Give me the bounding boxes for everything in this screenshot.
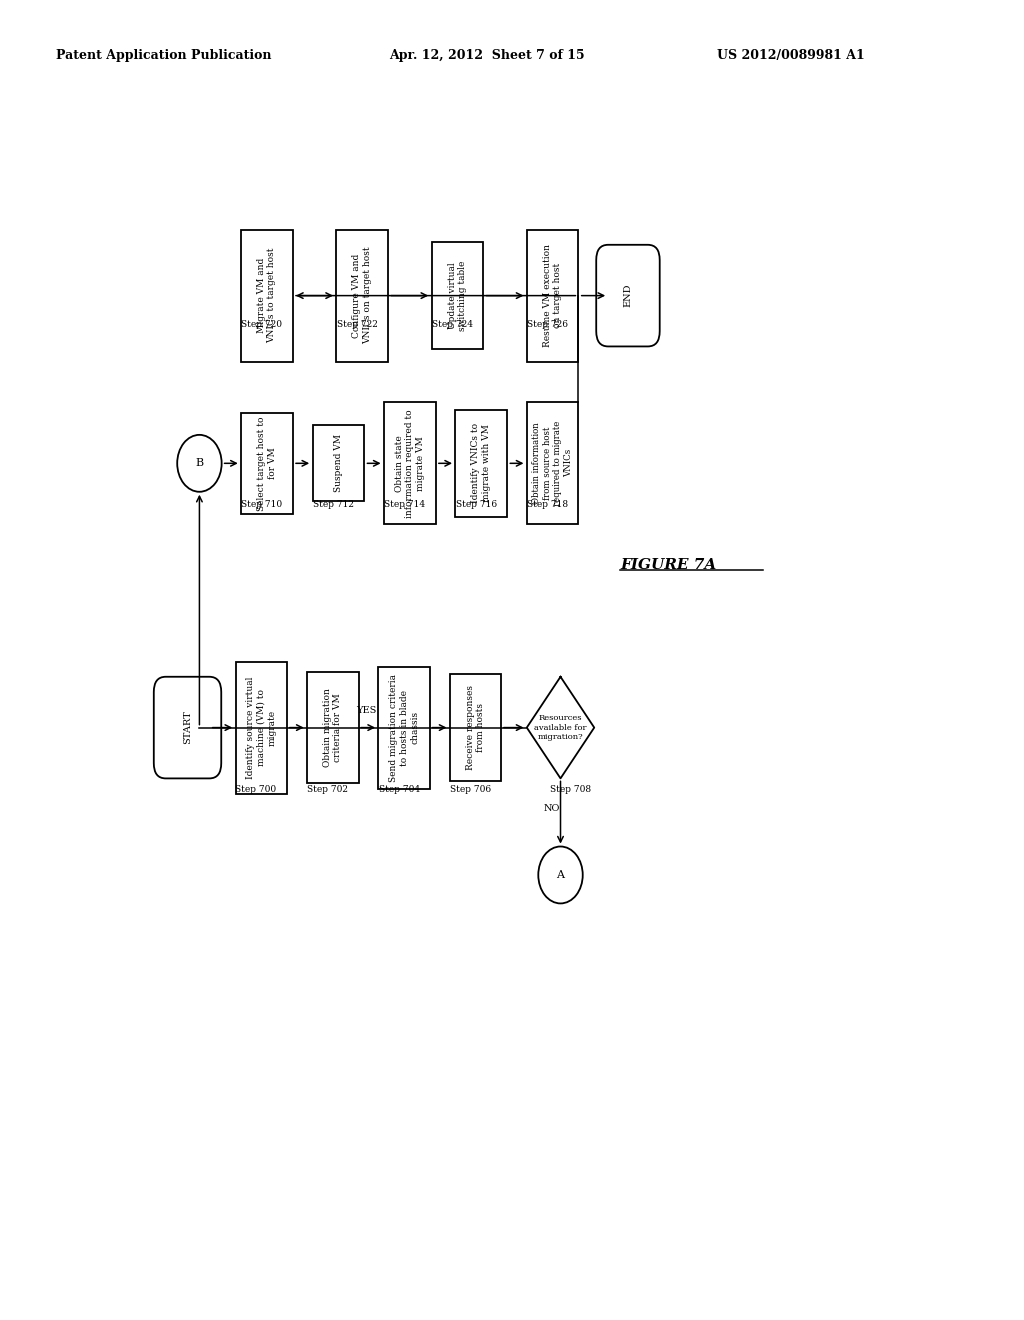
FancyBboxPatch shape [312, 425, 365, 502]
Text: Obtain information
from source host
required to migrate
VNICs: Obtain information from source host requ… [532, 421, 572, 506]
Text: Step 724: Step 724 [432, 321, 473, 329]
Text: Obtain state
information required to
migrate VM: Obtain state information required to mig… [395, 409, 425, 517]
Text: Configure VM and
VNICs on target host: Configure VM and VNICs on target host [352, 247, 372, 345]
Text: Step 716: Step 716 [456, 500, 497, 510]
FancyBboxPatch shape [336, 230, 388, 362]
Text: Apr. 12, 2012  Sheet 7 of 15: Apr. 12, 2012 Sheet 7 of 15 [389, 49, 585, 62]
FancyBboxPatch shape [379, 667, 430, 788]
FancyBboxPatch shape [596, 244, 659, 346]
Text: Step 722: Step 722 [337, 321, 378, 329]
Text: Select target host to
for VM: Select target host to for VM [257, 416, 276, 511]
Text: Suspend VM: Suspend VM [334, 434, 343, 492]
FancyBboxPatch shape [236, 661, 287, 793]
Text: Receive responses
from hosts: Receive responses from hosts [466, 685, 485, 770]
FancyBboxPatch shape [431, 243, 483, 348]
Text: END: END [624, 284, 633, 308]
Text: Step 702: Step 702 [306, 784, 347, 793]
Text: Resources
available for
migration?: Resources available for migration? [535, 714, 587, 741]
Text: Patent Application Publication: Patent Application Publication [56, 49, 271, 62]
Text: Step 712: Step 712 [313, 500, 354, 510]
Text: FIGURE 7A: FIGURE 7A [620, 558, 716, 572]
Circle shape [539, 846, 583, 903]
Text: Send migration criteria
to hosts in blade
chassis: Send migration criteria to hosts in blad… [389, 673, 419, 781]
Text: Identify VNICs to
migrate with VM: Identify VNICs to migrate with VM [471, 424, 490, 503]
Text: Step 700: Step 700 [236, 784, 276, 793]
Polygon shape [526, 677, 594, 779]
FancyBboxPatch shape [526, 230, 579, 362]
Text: Step 706: Step 706 [451, 784, 492, 793]
Text: Step 710: Step 710 [242, 500, 283, 510]
Text: Step 726: Step 726 [527, 321, 568, 329]
Text: Step 708: Step 708 [550, 784, 591, 793]
FancyBboxPatch shape [241, 230, 293, 362]
Text: START: START [183, 710, 193, 744]
Text: NO: NO [544, 804, 560, 813]
Text: B: B [196, 458, 204, 469]
Text: US 2012/0089981 A1: US 2012/0089981 A1 [717, 49, 864, 62]
FancyBboxPatch shape [307, 672, 358, 784]
Text: Resume VM execution
on target host: Resume VM execution on target host [543, 244, 562, 347]
FancyBboxPatch shape [456, 411, 507, 516]
Text: Update virtual
switching table: Update virtual switching table [447, 260, 467, 331]
FancyBboxPatch shape [450, 675, 502, 781]
FancyBboxPatch shape [241, 413, 293, 515]
Text: Identify source virtual
machine (VM) to
migrate: Identify source virtual machine (VM) to … [247, 676, 276, 779]
Text: Migrate VM and
VNICs to target host: Migrate VM and VNICs to target host [257, 248, 276, 343]
Text: Step 718: Step 718 [527, 500, 568, 510]
FancyBboxPatch shape [526, 403, 579, 524]
Text: Step 704: Step 704 [379, 784, 420, 793]
Circle shape [177, 434, 221, 492]
Text: Step 714: Step 714 [384, 500, 425, 510]
FancyBboxPatch shape [384, 403, 435, 524]
FancyBboxPatch shape [154, 677, 221, 779]
Text: Obtain migration
criteria for VM: Obtain migration criteria for VM [323, 688, 342, 767]
Text: Step 720: Step 720 [242, 321, 283, 329]
Text: YES: YES [356, 706, 376, 715]
Text: A: A [556, 870, 564, 880]
